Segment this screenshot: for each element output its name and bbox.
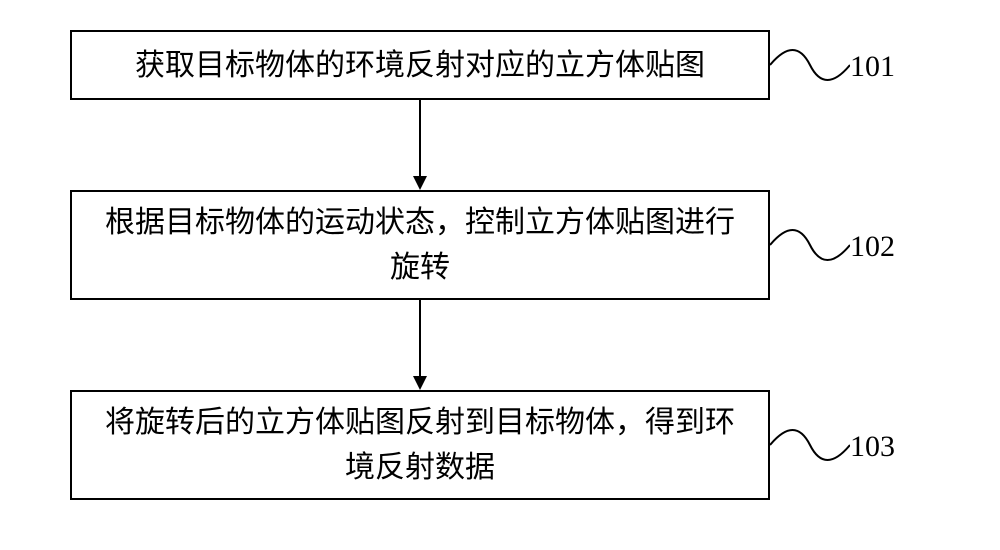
flow-node-2-connector-curve [770, 220, 850, 270]
flow-node-3-connector-curve [770, 420, 850, 470]
flow-node-1-connector-curve [770, 40, 850, 90]
flow-node-3-label: 103 [850, 430, 895, 464]
flow-arrow-2 [410, 300, 430, 390]
flow-node-1: 获取目标物体的环境反射对应的立方体贴图 [70, 30, 770, 100]
flow-node-3-text: 将旋转后的立方体贴图反射到目标物体，得到环境反射数据 [92, 400, 748, 490]
flow-node-2: 根据目标物体的运动状态，控制立方体贴图进行旋转 [70, 190, 770, 300]
flow-node-2-label: 102 [850, 230, 895, 264]
flow-node-3: 将旋转后的立方体贴图反射到目标物体，得到环境反射数据 [70, 390, 770, 500]
flow-node-1-label: 101 [850, 50, 895, 84]
flow-node-1-text: 获取目标物体的环境反射对应的立方体贴图 [135, 43, 705, 88]
flow-node-2-text: 根据目标物体的运动状态，控制立方体贴图进行旋转 [92, 200, 748, 290]
flow-arrow-1 [410, 100, 430, 190]
